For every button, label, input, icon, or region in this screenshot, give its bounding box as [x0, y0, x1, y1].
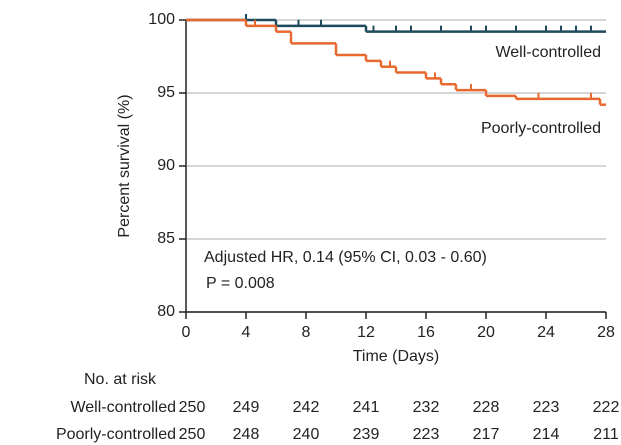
at-risk-count: 250 — [179, 426, 206, 443]
annotation: P = 0.008 — [206, 275, 275, 292]
at-risk-count: 232 — [413, 399, 440, 416]
at-risk-count: 223 — [413, 426, 440, 443]
at-risk-row-label: Well-controlled — [70, 399, 176, 416]
y-tick-label: 85 — [157, 230, 175, 247]
at-risk-count: 250 — [179, 399, 206, 416]
x-tick-label: 16 — [417, 324, 435, 341]
y-tick-label: 80 — [157, 303, 175, 320]
at-risk-count: 242 — [293, 399, 320, 416]
annotation: Adjusted HR, 0.14 (95% CI, 0.03 - 0.60) — [204, 249, 487, 266]
at-risk-title: No. at risk — [84, 371, 157, 388]
x-tick-label: 24 — [537, 324, 555, 341]
at-risk-count: 239 — [353, 426, 380, 443]
x-tick-label: 8 — [302, 324, 311, 341]
series-label: Well-controlled — [495, 44, 601, 61]
x-tick-label: 4 — [242, 324, 251, 341]
at-risk-count: 217 — [473, 426, 500, 443]
at-risk-row-label: Poorly-controlled — [56, 426, 176, 443]
y-tick-label: 95 — [157, 84, 175, 101]
at-risk-count: 249 — [233, 399, 260, 416]
at-risk-count: 222 — [593, 399, 620, 416]
y-axis-label: Percent survival (%) — [116, 94, 133, 237]
x-tick-label: 28 — [597, 324, 615, 341]
at-risk-count: 214 — [533, 426, 560, 443]
y-tick-label: 100 — [148, 11, 175, 28]
at-risk-count: 211 — [593, 426, 619, 443]
y-tick-label: 90 — [157, 157, 175, 174]
x-axis-label: Time (Days) — [353, 348, 440, 365]
x-tick-label: 20 — [477, 324, 495, 341]
at-risk-count: 241 — [353, 399, 380, 416]
at-risk-count: 248 — [233, 426, 260, 443]
x-tick-label: 12 — [357, 324, 375, 341]
at-risk-count: 240 — [293, 426, 320, 443]
series-label: Poorly-controlled — [481, 120, 601, 137]
x-tick-label: 0 — [182, 324, 191, 341]
at-risk-count: 228 — [473, 399, 500, 416]
at-risk-count: 223 — [533, 399, 560, 416]
